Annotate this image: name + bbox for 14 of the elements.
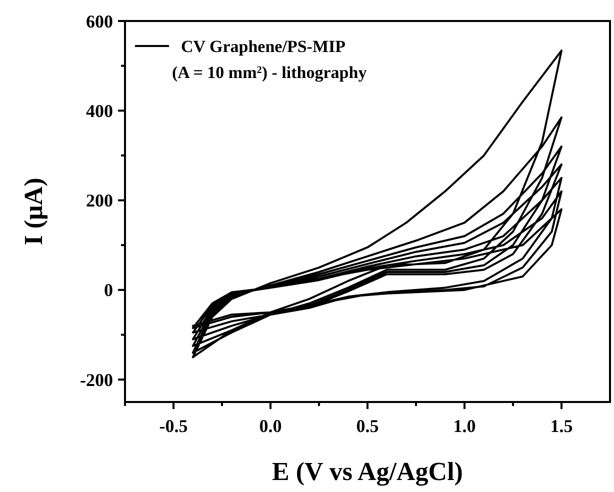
x-axis-title: E (V vs Ag/AgCl) xyxy=(272,457,463,486)
x-tick-label: 0.0 xyxy=(259,416,282,436)
y-tick-label: -200 xyxy=(80,370,113,390)
x-tick-label: 0.5 xyxy=(356,416,379,436)
y-axis-title: I (μA) xyxy=(19,178,48,246)
y-tick-label: 200 xyxy=(86,190,113,211)
x-tick-label: 1.0 xyxy=(453,416,476,436)
annotation: (A = 10 mm$^{2}$) - lithography xyxy=(172,63,368,82)
x-tick-label: -0.5 xyxy=(159,416,188,436)
y-tick-label: 400 xyxy=(86,100,113,121)
y-tick-label: 600 xyxy=(86,11,113,32)
x-tick-label: 1.5 xyxy=(550,416,573,436)
y-tick-label: 0 xyxy=(104,280,113,300)
legend-label: CV Graphene/PS-MIP xyxy=(181,36,346,56)
